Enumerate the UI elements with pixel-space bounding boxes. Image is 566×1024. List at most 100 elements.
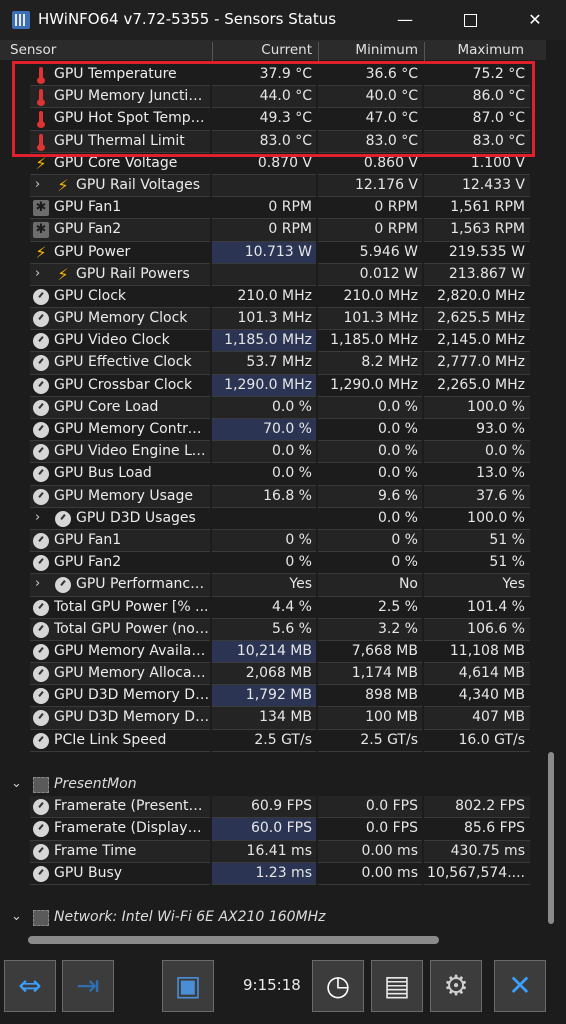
column-header-current[interactable]: Current [261,42,312,58]
sensor-row[interactable]: ⚡ GPU Power 10.713 W 5.946 W 219.535 W [0,241,546,264]
sensor-row[interactable]: Total GPU Power (nor... 5.6 % 3.2 % 106.6 % [0,618,546,641]
expand-chevron-icon[interactable]: › [35,509,41,525]
sensor-name: GPU Crossbar Clock [54,376,193,393]
row-cell [318,818,422,841]
vertical-scrollbar-thumb[interactable] [548,752,554,924]
current-value: 1,792 MB [245,687,312,704]
current-value: 0.870 V [257,154,312,171]
sensor-row[interactable]: GPU Clock 210.0 MHz 210.0 MHz 2,820.0 MHz [0,286,546,309]
logging-button[interactable]: ▤ [371,960,423,1012]
sensor-row[interactable]: ✱ GPU Fan2 0 RPM 0 RPM 1,563 RPM [0,219,546,242]
maximum-value: 100.0 % [467,509,525,526]
minimum-value: 0.0 FPS [365,798,418,815]
sensor-row[interactable]: GPU Memory Allocated 2,068 MB 1,174 MB 4,61… [0,663,546,686]
row-cell [212,86,316,109]
row-cell [424,396,530,419]
hwinfo-app-icon [12,11,30,29]
sensor-row[interactable]: ⚡ GPU Core Voltage 0.870 V 0.860 V 1.100 V [0,153,546,175]
sensor-row[interactable]: GPU Memory Clock 101.3 MHz 101.3 MHz 2,625.… [0,308,546,331]
sensor-row[interactable]: GPU Busy 1.23 ms 0.00 ms 10,567,574.... [0,862,546,885]
maximum-value: 0.0 % [484,443,525,460]
horizontal-scrollbar-thumb[interactable] [28,936,439,944]
sensor-row[interactable]: GPU D3D Memory De... 1,792 MB 898 MB 4,340 … [0,685,546,708]
maximum-value: 37.6 % [476,487,525,504]
sensor-name: Framerate (Displayed) [54,820,210,837]
row-cell [318,529,422,553]
sensor-row[interactable]: GPU Memory Available 10,214 MB 7,668 MB 11,… [0,640,546,664]
sensor-group-row[interactable]: ⌄ Network: Intel Wi-Fi 6E AX210 160MHz [0,907,546,929]
maximum-value: 2,820.0 MHz [437,287,525,304]
column-header-maximum[interactable]: Maximum [457,42,524,58]
row-cell [318,86,422,109]
sensor-row[interactable]: GPU D3D Memory Dy... 134 MB 100 MB 407 MB [0,707,546,730]
sensor-row[interactable]: GPU Core Load 0.0 % 0.0 % 100.0 % [0,396,546,419]
sensor-group-row[interactable]: ⌄ PresentMon [0,774,546,796]
column-divider[interactable] [318,42,319,62]
row-cell [30,685,210,708]
row-cell [318,618,422,641]
sensor-row[interactable]: GPU Video Clock 1,185.0 MHz 1,185.0 MHz 2,1… [0,330,546,353]
gauge-icon [33,843,49,860]
expand-chevron-icon[interactable]: › [35,176,41,192]
expand-arrows-button[interactable]: ⇔ [4,960,56,1012]
minimum-value: 3.2 % [377,620,418,637]
collapse-arrows-button[interactable]: ⇥ [62,960,114,1012]
gauge-icon [33,288,49,305]
network-button[interactable]: ▣ [162,960,214,1012]
sensor-row[interactable]: › ⚡ GPU Rail Powers 0.012 W 213.867 W [0,263,546,286]
row-cell [424,86,530,109]
sensor-name: GPU D3D Memory De... [54,687,210,704]
sensor-row[interactable]: GPU Video Engine Load 0.0 % 0.0 % 0.0 % [0,441,546,464]
sensor-row[interactable]: GPU Temperature 37.9 °C 36.6 °C 75.2 °C [0,64,546,87]
sensor-row[interactable]: Framerate (Displayed) 60.0 FPS 0.0 FPS 85.6… [0,818,546,841]
sensor-row[interactable]: Total GPU Power [% ... 4.4 % 2.5 % 101.4 % [0,597,546,619]
sensor-row[interactable]: ✱ GPU Fan1 0 RPM 0 RPM 1,561 RPM [0,197,546,220]
current-value: 53.7 MHz [246,354,312,371]
maximize-button[interactable] [447,0,493,40]
sensor-row[interactable]: › GPU D3D Usages 0.0 % 100.0 % [0,508,546,530]
current-value: 60.9 FPS [250,798,312,815]
current-value: 1,290.0 MHz [224,376,312,393]
minimize-button[interactable]: — [397,10,413,29]
close-window-button[interactable]: ✕ [528,10,542,29]
sensor-row[interactable]: GPU Fan1 0 % 0 % 51 % [0,529,546,553]
row-cell [30,86,210,109]
sensor-name: PCIe Link Speed [54,731,167,748]
maximum-value: 51 % [489,531,525,548]
collapse-chevron-icon[interactable]: ⌄ [11,909,22,925]
sensor-row[interactable]: GPU Hot Spot Temper... 49.3 °C 47.0 °C 87.0… [0,108,546,131]
sensor-row[interactable]: GPU Crossbar Clock 1,290.0 MHz 1,290.0 MHz… [0,374,546,397]
column-divider[interactable] [212,42,213,62]
sensor-name: GPU Video Clock [54,332,170,349]
vertical-scrollbar[interactable] [546,40,566,945]
column-divider[interactable] [424,42,425,62]
bottom-toolbar: ⇔ ⇥ ▣ 9:15:18 ◷ ▤ ⚙ ✕ [0,946,566,1024]
sensor-row[interactable]: GPU Effective Clock 53.7 MHz 8.2 MHz 2,777.… [0,352,546,375]
sensor-row[interactable]: PCIe Link Speed 2.5 GT/s 2.5 GT/s 16.0 GT/s [0,730,546,752]
column-header-sensor[interactable]: Sensor [10,42,57,58]
horizontal-scrollbar[interactable] [0,932,546,946]
row-cell [212,640,316,664]
sensor-row[interactable]: GPU Memory Junction... 44.0 °C 40.0 °C 86.0… [0,86,546,109]
sensor-row[interactable]: Framerate (Presented) 60.9 FPS 0.0 FPS 802.… [0,796,546,819]
close-sensors-button[interactable]: ✕ [494,960,546,1012]
sensor-row[interactable]: GPU Memory Usage 16.8 % 9.6 % 37.6 % [0,485,546,508]
column-header-minimum[interactable]: Minimum [355,42,418,58]
expand-chevron-icon[interactable]: › [35,576,41,592]
row-cell [424,641,530,664]
sensor-row[interactable]: Frame Time 16.41 ms 0.00 ms 430.75 ms [0,840,546,863]
settings-button[interactable]: ⚙ [430,960,482,1012]
row-cell [212,796,316,819]
reset-timer-button[interactable]: ◷ [312,960,364,1012]
sensor-row[interactable]: GPU Bus Load 0.0 % 0.0 % 13.0 % [0,463,546,486]
expand-chevron-icon[interactable]: › [35,265,41,281]
network-computers-icon: ▣ [174,969,202,1002]
minimum-value: 0.012 W [359,265,418,282]
collapse-chevron-icon[interactable]: ⌄ [11,776,22,791]
sensor-row[interactable]: GPU Thermal Limit 83.0 °C 83.0 °C 83.0 °C [0,130,546,153]
sensor-row[interactable]: GPU Fan2 0 % 0 % 51 % [0,552,546,575]
sensor-row[interactable]: GPU Memory Controll... 70.0 % 0.0 % 93.0 % [0,419,546,442]
sensor-row[interactable]: › GPU Performance ... Yes No Yes [0,574,546,597]
sensor-name: Total GPU Power (nor... [54,620,210,637]
sensor-row[interactable]: › ⚡ GPU Rail Voltages 12.176 V 12.433 V [0,174,546,198]
